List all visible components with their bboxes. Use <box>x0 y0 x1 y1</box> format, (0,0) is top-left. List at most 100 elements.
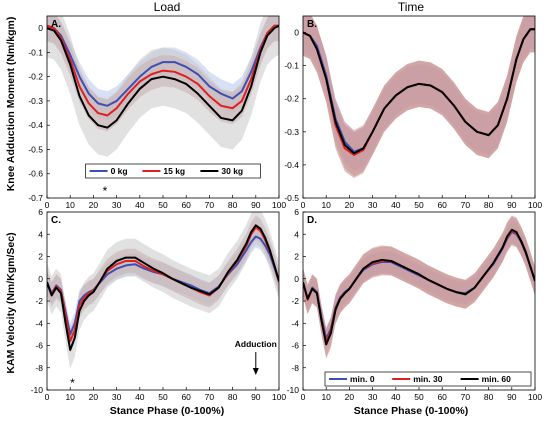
y-tick-label: -0.3 <box>284 127 299 137</box>
y-tick-label: -10 <box>287 385 300 395</box>
legend: min. 0 min. 30 min. 60 <box>324 371 532 387</box>
panel-d: 0 10 20 30 40 50 60 70 80 90 1006420-2-4-6-8-10D.m… <box>287 207 543 402</box>
x-tick-label: 80 <box>228 200 238 210</box>
y-tick-label: -8 <box>35 363 43 373</box>
y-tick-label: -4 <box>35 318 43 328</box>
panel-c: 0 10 20 30 40 50 60 70 80 90 1006420-2-4-6-8-10C.*… <box>31 207 287 402</box>
y-tick-label: -2 <box>291 296 299 306</box>
y-tick-label: -0.5 <box>28 144 43 154</box>
panel-letter: B. <box>307 19 317 30</box>
panel-letter: C. <box>51 215 61 226</box>
column-title-time: Time <box>398 0 425 14</box>
x-tick-label: 40 <box>135 392 145 402</box>
x-tick-label: 90 <box>507 392 517 402</box>
panel-letter: D. <box>307 215 317 226</box>
x-tick-label: 100 <box>528 200 542 210</box>
adduction-annotation: Adduction <box>235 339 277 349</box>
x-tick-label: 100 <box>272 200 286 210</box>
x-tick-label: 30 <box>112 392 122 402</box>
series-line-2 <box>303 28 535 155</box>
legend-label: 0 kg <box>111 166 128 176</box>
variability-band-2 <box>303 16 535 177</box>
y-tick-label: -0.1 <box>28 47 43 57</box>
x-tick-label: 70 <box>461 392 471 402</box>
plot-area <box>47 212 279 369</box>
x-axis-label-left: Stance Phase (0-100%) <box>110 405 224 417</box>
y-tick-label: 0 <box>38 23 43 33</box>
x-tick-label: 60 <box>181 392 191 402</box>
x-tick-label: 80 <box>484 392 494 402</box>
x-tick-label: 50 <box>158 200 168 210</box>
legend-box <box>324 371 532 387</box>
x-tick-label: 10 <box>65 392 75 402</box>
y-tick-label: -0.4 <box>28 120 43 130</box>
x-tick-label: 90 <box>251 392 261 402</box>
series-line-2 <box>303 228 535 346</box>
x-tick-label: 70 <box>461 200 471 210</box>
x-tick-label: 20 <box>345 200 355 210</box>
adduction-arrow-head <box>252 368 259 375</box>
legend-label: 15 kg <box>163 166 185 176</box>
series-line-2 <box>47 224 279 351</box>
x-tick-label: 100 <box>528 392 542 402</box>
y-tick-label: 4 <box>294 229 299 239</box>
y-tick-label: -0.1 <box>284 61 299 71</box>
x-tick-label: 30 <box>368 392 378 402</box>
significance-star: * <box>70 376 75 390</box>
x-tick-label: 90 <box>507 200 517 210</box>
series-line-2 <box>47 24 279 129</box>
y-tick-label: 6 <box>294 207 299 217</box>
y-tick-label: -0.6 <box>28 169 43 179</box>
x-tick-label: 70 <box>205 392 215 402</box>
y-tick-label: -10 <box>31 385 44 395</box>
x-tick-label: 40 <box>135 200 145 210</box>
x-tick-label: 0 <box>301 392 306 402</box>
variability-band-2 <box>47 16 279 157</box>
variability-band-2 <box>303 215 535 359</box>
x-tick-label: 50 <box>158 392 168 402</box>
y-tick-label: -2 <box>35 296 43 306</box>
y-tick-label: 2 <box>294 252 299 262</box>
series-line-1 <box>47 226 279 343</box>
x-tick-label: 0 <box>301 200 306 210</box>
x-tick-label: 10 <box>321 200 331 210</box>
legend-label: min. 0 <box>350 374 375 384</box>
y-tick-label: 2 <box>38 252 43 262</box>
plot-area <box>303 16 535 179</box>
x-tick-label: 60 <box>437 392 447 402</box>
x-tick-label: 60 <box>181 200 191 210</box>
significance-star: * <box>103 184 108 198</box>
panel-letter: A. <box>51 19 61 30</box>
y-tick-label: -6 <box>291 341 299 351</box>
x-tick-label: 90 <box>251 200 261 210</box>
x-tick-label: 20 <box>345 392 355 402</box>
x-tick-label: 0 <box>45 392 50 402</box>
x-axis-label-right: Stance Phase (0-100%) <box>354 405 468 417</box>
x-tick-label: 40 <box>391 392 401 402</box>
x-tick-label: 40 <box>391 200 401 210</box>
y-tick-label: -0.3 <box>28 96 43 106</box>
y-tick-label: -0.5 <box>284 193 299 203</box>
y-axis-label-top: Knee Adduction Moment (Nm/kgm) <box>5 17 17 192</box>
panel-a: 0 10 20 30 40 50 60 70 80 90 100 0 -0.1 -0.2 -0.3 -0.4 -… <box>28 15 286 210</box>
legend-label: min. 30 <box>413 374 443 384</box>
x-tick-label: 60 <box>437 200 447 210</box>
x-tick-label: 30 <box>112 200 122 210</box>
y-tick-label: -8 <box>291 363 299 373</box>
legend: 0 kg 15 kg 30 kg <box>85 163 261 179</box>
y-tick-label: -0.2 <box>28 72 43 82</box>
legend-label: 30 kg <box>221 166 243 176</box>
x-tick-label: 70 <box>205 200 215 210</box>
legend-box <box>85 163 261 179</box>
y-tick-label: 0 <box>38 274 43 284</box>
y-tick-label: -6 <box>35 341 43 351</box>
x-tick-label: 20 <box>89 392 99 402</box>
column-title-load: Load <box>154 0 181 14</box>
legend-label: min. 60 <box>482 374 512 384</box>
x-tick-label: 20 <box>89 200 99 210</box>
y-tick-label: -0.7 <box>28 193 43 203</box>
y-tick-label: 6 <box>38 207 43 217</box>
y-tick-label: -0.4 <box>284 160 299 170</box>
y-tick-label: -0.2 <box>284 94 299 104</box>
